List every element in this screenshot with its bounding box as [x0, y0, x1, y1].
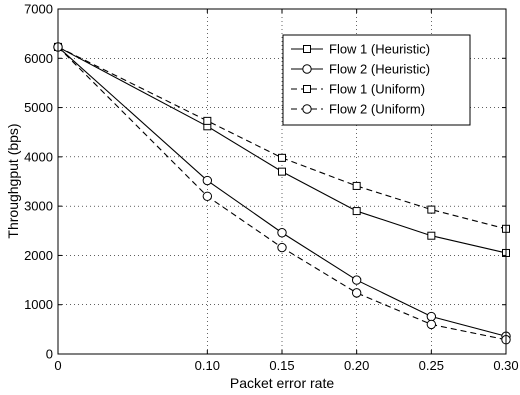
data-point [426, 311, 437, 322]
data-point [427, 205, 436, 214]
legend-label: Flow 2 (Uniform) [329, 102, 425, 117]
data-point [351, 288, 362, 298]
x-tick-label: 0 [54, 358, 61, 373]
y-tick-label: 4000 [24, 149, 53, 164]
x-tick-label: 0.25 [419, 358, 444, 373]
data-point [278, 167, 286, 176]
legend-label: Flow 1 (Heuristic) [329, 42, 430, 57]
legend-marker [303, 85, 311, 93]
legend-box [282, 34, 471, 126]
data-point [426, 319, 437, 330]
data-point [427, 231, 436, 240]
legend-marker [302, 104, 312, 114]
series-line [57, 46, 507, 341]
data-point [277, 228, 287, 238]
data-point [202, 191, 213, 201]
x-tick-label: 0.30 [493, 358, 518, 373]
y-tick-label: 2000 [24, 248, 53, 263]
legend: Flow 1 (Heuristic) Flow 2 (Heuristic) Flow… [282, 34, 471, 126]
y-tick-label: 6000 [24, 51, 53, 66]
legend-marker [302, 64, 312, 74]
x-tick-label: 0.15 [269, 358, 294, 373]
series-line [57, 46, 507, 230]
legend-label: Flow 1 (Uniform) [329, 82, 425, 97]
legend-label: Flow 2 (Heuristic) [329, 62, 430, 77]
data-point [278, 153, 286, 162]
x-tick-label: 0.20 [344, 358, 369, 373]
data-point [352, 207, 361, 216]
legend-marker [303, 45, 311, 53]
data-point [351, 275, 362, 285]
series-lines [53, 42, 511, 345]
series-line [57, 46, 507, 337]
data-point [202, 175, 213, 186]
y-tick-label: 5000 [24, 100, 53, 115]
data-point [277, 242, 287, 253]
data-point [203, 116, 212, 125]
x-tick-label: 0.10 [195, 358, 220, 373]
series-line [57, 46, 507, 254]
axis-ticks: 0 0.10 0.15 0.20 0.25 0.30 0 1000 2000 3000 4000 50… [24, 2, 519, 374]
y-axis-label: Throughgput (bps) [5, 123, 21, 238]
x-axis-label: Packet error rate [230, 375, 334, 391]
data-point [352, 181, 361, 190]
y-tick-label: 7000 [24, 2, 53, 17]
y-tick-label: 1000 [24, 297, 53, 312]
y-tick-label: 0 [46, 347, 53, 362]
y-tick-label: 3000 [24, 199, 53, 214]
